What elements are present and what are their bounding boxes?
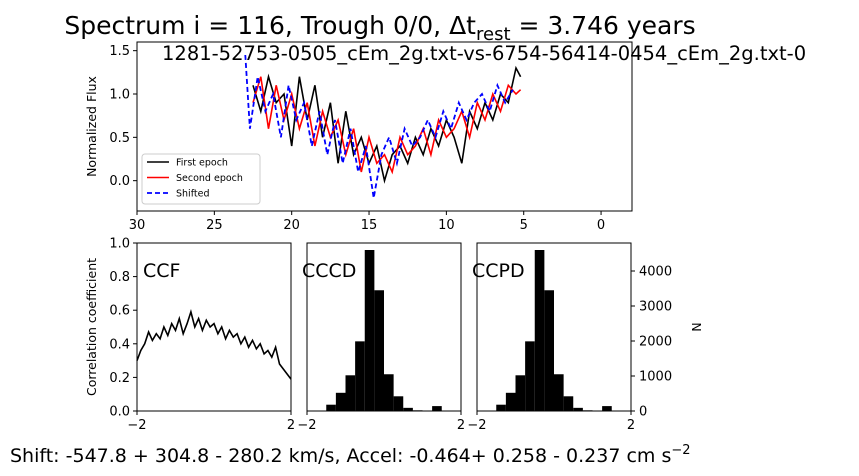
figure-subtitle: 1281-52753-0505_cEm_2g.txt-vs-6754-56414…: [162, 42, 806, 65]
histogram-bar: [403, 407, 413, 411]
histogram-bar: [364, 250, 375, 411]
y-tick-label: 0.4: [109, 337, 130, 352]
legend-entry: First epoch: [176, 158, 228, 169]
figure-footer: Shift: -547.8 + 304.8 - 280.2 km/s, Acce…: [10, 443, 691, 467]
y-tick-label: 3000: [639, 300, 672, 315]
histogram-bar: [496, 404, 506, 411]
x-tick-label: 30: [129, 218, 146, 233]
series-line-first-epoch: [252, 65, 522, 184]
y-tick-label: 1.0: [109, 88, 130, 103]
x-tick-label: 0: [597, 218, 605, 233]
footer-prefix: Shift: -547.8 + 304.8 - 280.2 km/s, Acce…: [10, 445, 671, 467]
y-tick-label: 0.6: [109, 304, 130, 319]
histogram-bar: [374, 290, 384, 411]
legend: First epoch Second epoch Shifted: [141, 153, 261, 205]
y-tick-label: 0.5: [109, 131, 130, 146]
series-line-second-epoch: [252, 76, 522, 175]
y-axis-label: N: [689, 322, 704, 331]
y-tick-label: 0.8: [109, 270, 130, 285]
x-tick-label: 20: [283, 218, 300, 233]
ccpd-axes: CCPD −2 20 1000 2000 3000 4000 N: [467, 242, 704, 433]
figure-title: Spectrum i = 116, Trough 0/0, Δtrest = 3…: [64, 11, 695, 45]
title-suffix: = 3.746 years: [511, 11, 696, 40]
histogram-bar: [432, 406, 442, 411]
series-line-shifted: [244, 54, 514, 199]
x-tick-label: 25: [206, 218, 223, 233]
y-tick-label: 4000: [639, 265, 672, 280]
x-tick-label: 5: [520, 218, 528, 233]
histogram-bar: [326, 404, 336, 411]
x-tick-label: 2: [457, 418, 465, 433]
legend-entry: Second epoch: [176, 173, 243, 184]
histogram-bar: [534, 250, 545, 411]
panel-label: CCPD: [472, 260, 525, 282]
title-subscript: rest: [476, 24, 511, 45]
footer-superscript: −2: [671, 443, 690, 458]
x-tick-label: 10: [438, 218, 455, 233]
y-tick-label: 2000: [639, 335, 672, 350]
legend-entry: Shifted: [176, 189, 209, 200]
x-tick-label: −2: [467, 418, 486, 433]
histogram-bar: [602, 406, 612, 411]
histogram-bar: [544, 290, 554, 411]
cccd-frame: [306, 242, 462, 412]
y-tick-label: 1.0: [109, 237, 130, 252]
y-tick-label: 1000: [639, 370, 672, 385]
y-tick-label: 0.2: [109, 371, 130, 386]
ccf-frame: [136, 242, 292, 412]
ccf-line: [136, 309, 292, 380]
y-tick-label: 0: [639, 405, 647, 420]
histogram-bar: [384, 374, 394, 411]
legend-box: [141, 153, 261, 205]
histogram-bar: [355, 341, 365, 411]
histogram-bar: [335, 392, 346, 411]
spectrum-axes: 30 25 20 15 10 5 0 0.0 0.5 1.0 1.5 Normalized Flux F…: [84, 41, 633, 233]
ccf-axes: CCF −2 2 0.0 0.2 0.4 0.6 0.8 1.0 Correlation coef…: [84, 237, 295, 434]
panel-label: CCCD: [302, 260, 356, 282]
histogram-bar: [554, 374, 564, 411]
histogram-bar: [345, 375, 356, 411]
y-tick-label: 1.5: [109, 44, 130, 59]
histogram-bar: [505, 392, 516, 411]
y-tick-label: 0.0: [109, 174, 130, 189]
panel-label: CCF: [143, 260, 180, 282]
histogram-bar: [515, 375, 526, 411]
x-tick-label: 2: [287, 418, 295, 433]
histogram-bar: [563, 396, 574, 411]
x-tick-label: 2: [627, 418, 635, 433]
title-prefix: Spectrum i = 116, Trough 0/0, Δt: [64, 11, 476, 40]
x-tick-label: −2: [127, 418, 146, 433]
x-tick-label: −2: [297, 418, 316, 433]
y-axis-label: Correlation coefficient: [84, 258, 99, 396]
histogram-bar: [525, 341, 535, 411]
ccpd-frame: [476, 242, 632, 412]
y-axis-label: Normalized Flux: [84, 76, 99, 177]
cccd-axes: CCCD −2 2: [297, 242, 465, 433]
y-tick-label: 0.0: [109, 405, 130, 420]
spectrum-frame: [136, 41, 633, 212]
histogram-bar: [393, 396, 404, 411]
histogram-bar: [573, 407, 583, 411]
x-tick-label: 15: [361, 218, 378, 233]
